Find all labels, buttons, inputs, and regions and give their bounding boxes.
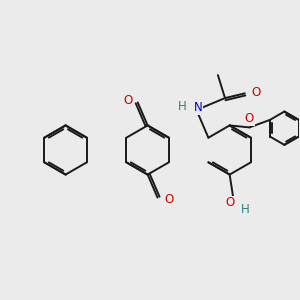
Text: O: O [245, 112, 254, 125]
Text: N: N [194, 101, 203, 115]
Text: O: O [251, 85, 260, 99]
Text: O: O [123, 94, 132, 107]
Text: O: O [164, 193, 173, 206]
Text: H: H [178, 100, 187, 112]
Text: O: O [226, 196, 235, 209]
Text: H: H [241, 202, 250, 215]
